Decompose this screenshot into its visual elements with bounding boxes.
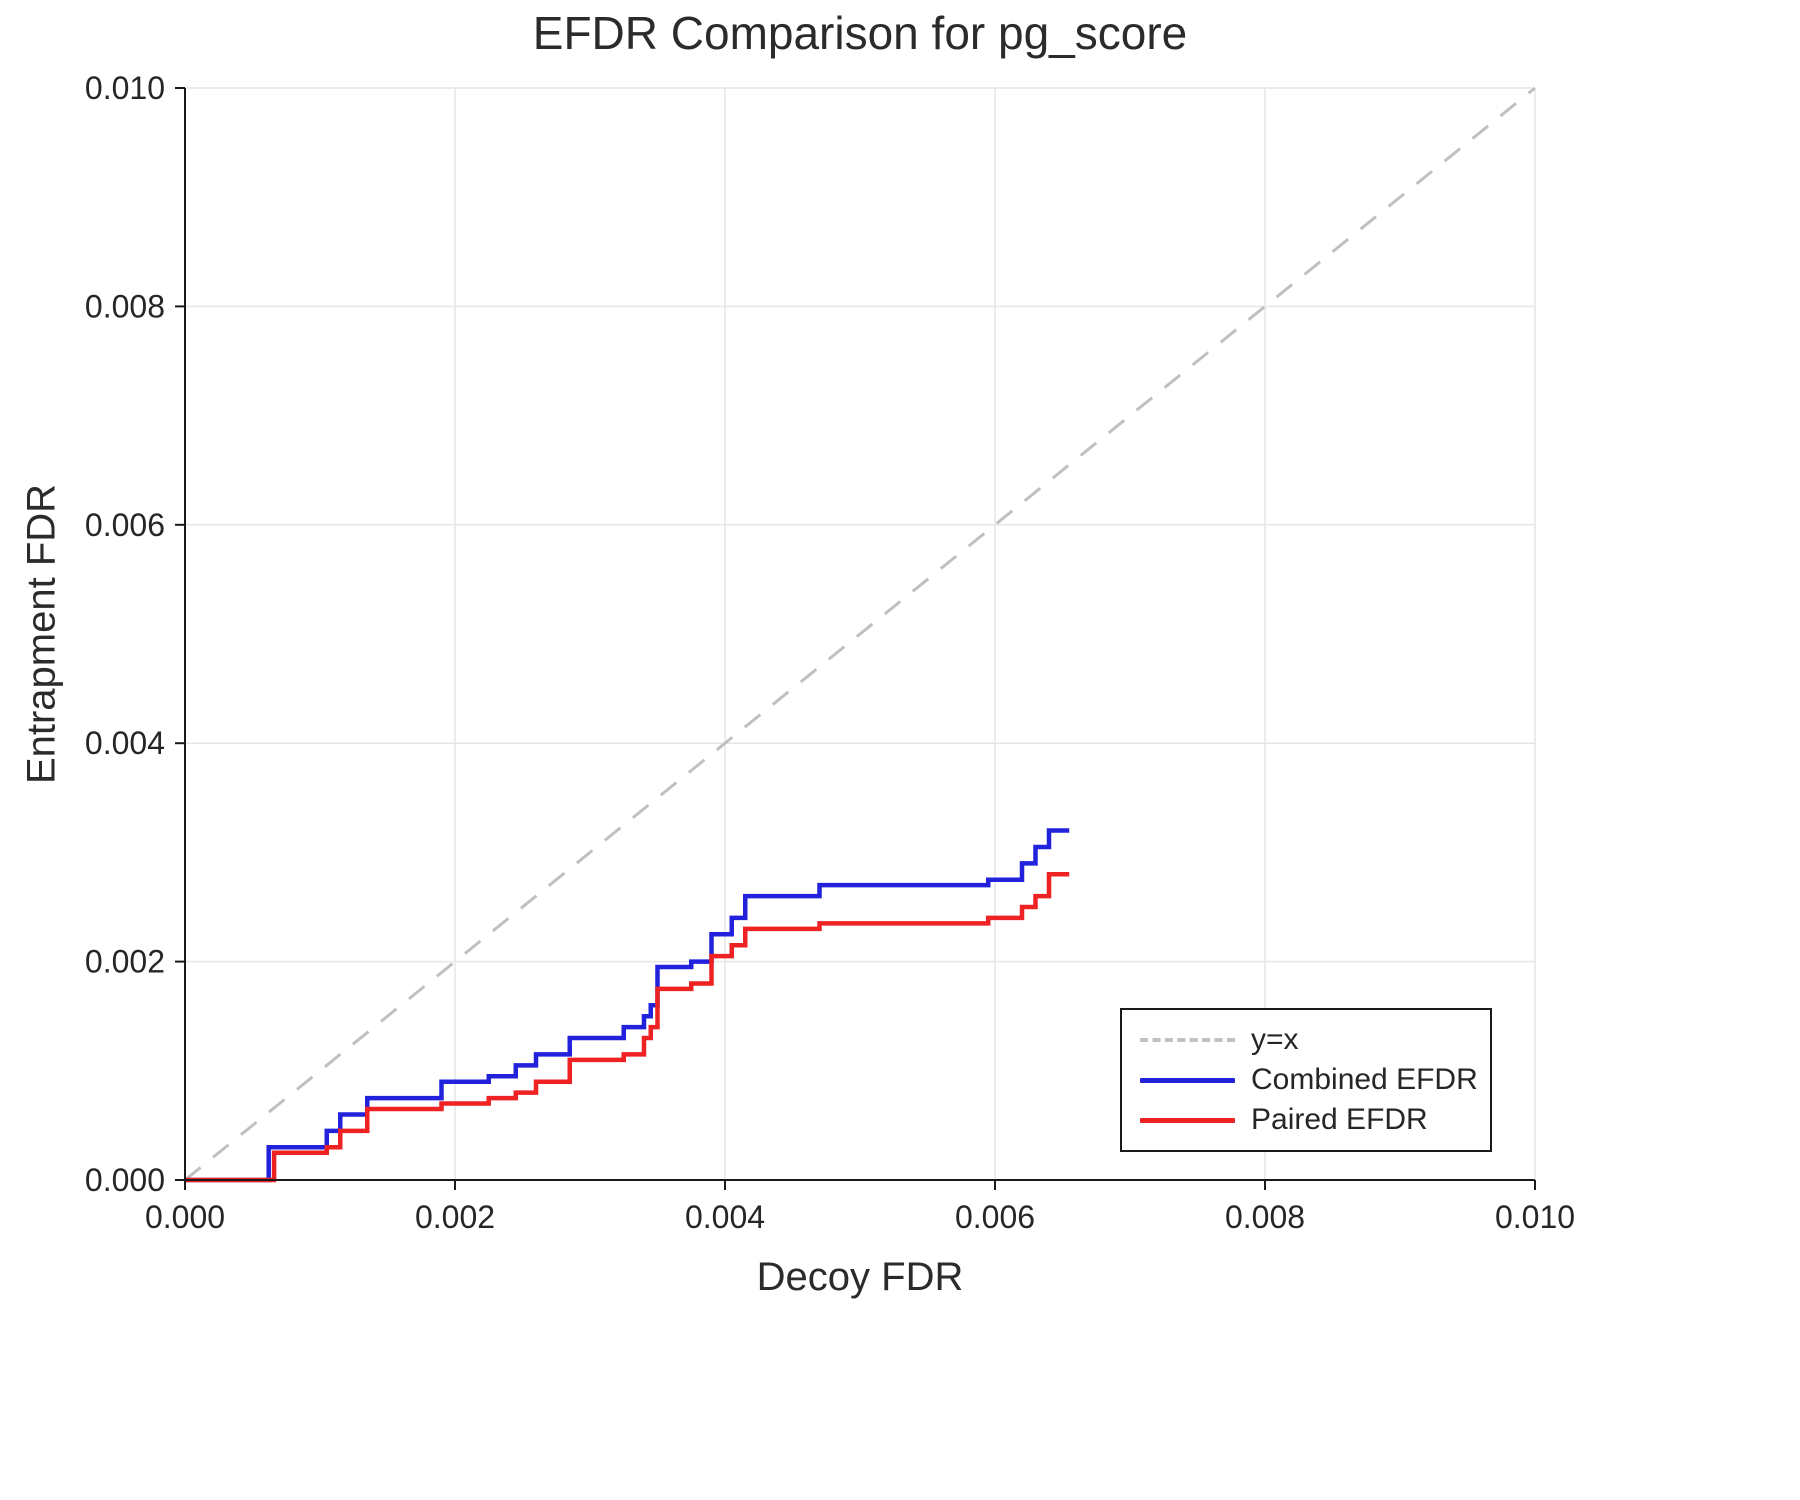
x-tick-label: 0.000 <box>145 1199 225 1235</box>
series-line-combined-efdr <box>185 828 1070 1183</box>
legend-label-combined: Combined EFDR <box>1251 1063 1478 1096</box>
y-tick-label: 0.006 <box>85 507 165 543</box>
x-tick-label: 0.010 <box>1495 1199 1575 1235</box>
tick-marks-and-labels: 0.000 0.002 0.004 0.006 0.008 0.010 0.000 0.002… <box>85 70 1575 1235</box>
y-axis-label: Entrapment FDR <box>19 483 64 785</box>
legend-sample-reference-line <box>1140 1038 1235 1042</box>
y-tick-label: 0.008 <box>85 288 165 324</box>
axes <box>184 88 1535 1181</box>
series-line-paired-efdr <box>185 871 1070 1183</box>
legend-row-reference: y=x <box>1140 1022 1472 1058</box>
y-tick-label: 0.000 <box>85 1162 165 1198</box>
legend-sample-combined-line <box>1140 1077 1235 1083</box>
x-axis-label: Decoy FDR <box>756 1255 964 1299</box>
legend-row-paired: Paired EFDR <box>1140 1102 1472 1138</box>
x-tick-label: 0.002 <box>415 1199 495 1235</box>
legend-label-paired: Paired EFDR <box>1251 1103 1428 1136</box>
x-tick-label: 0.004 <box>685 1199 765 1235</box>
chart-title: EFDR Comparison for pg_score <box>532 7 1188 59</box>
y-tick-label: 0.002 <box>85 944 165 980</box>
gridlines <box>184 87 1536 1181</box>
legend-label-reference: y=x <box>1251 1023 1299 1056</box>
legend: y=x Combined EFDR Paired EFDR <box>1120 1008 1492 1152</box>
reference-line-y-equals-x <box>184 86 1536 1182</box>
y-tick-label: 0.010 <box>85 70 165 106</box>
legend-row-combined: Combined EFDR <box>1140 1062 1478 1098</box>
x-tick-label: 0.008 <box>1225 1199 1305 1235</box>
legend-sample-paired-line <box>1140 1117 1235 1123</box>
x-tick-label: 0.006 <box>955 1199 1035 1235</box>
y-tick-label: 0.004 <box>85 725 165 761</box>
